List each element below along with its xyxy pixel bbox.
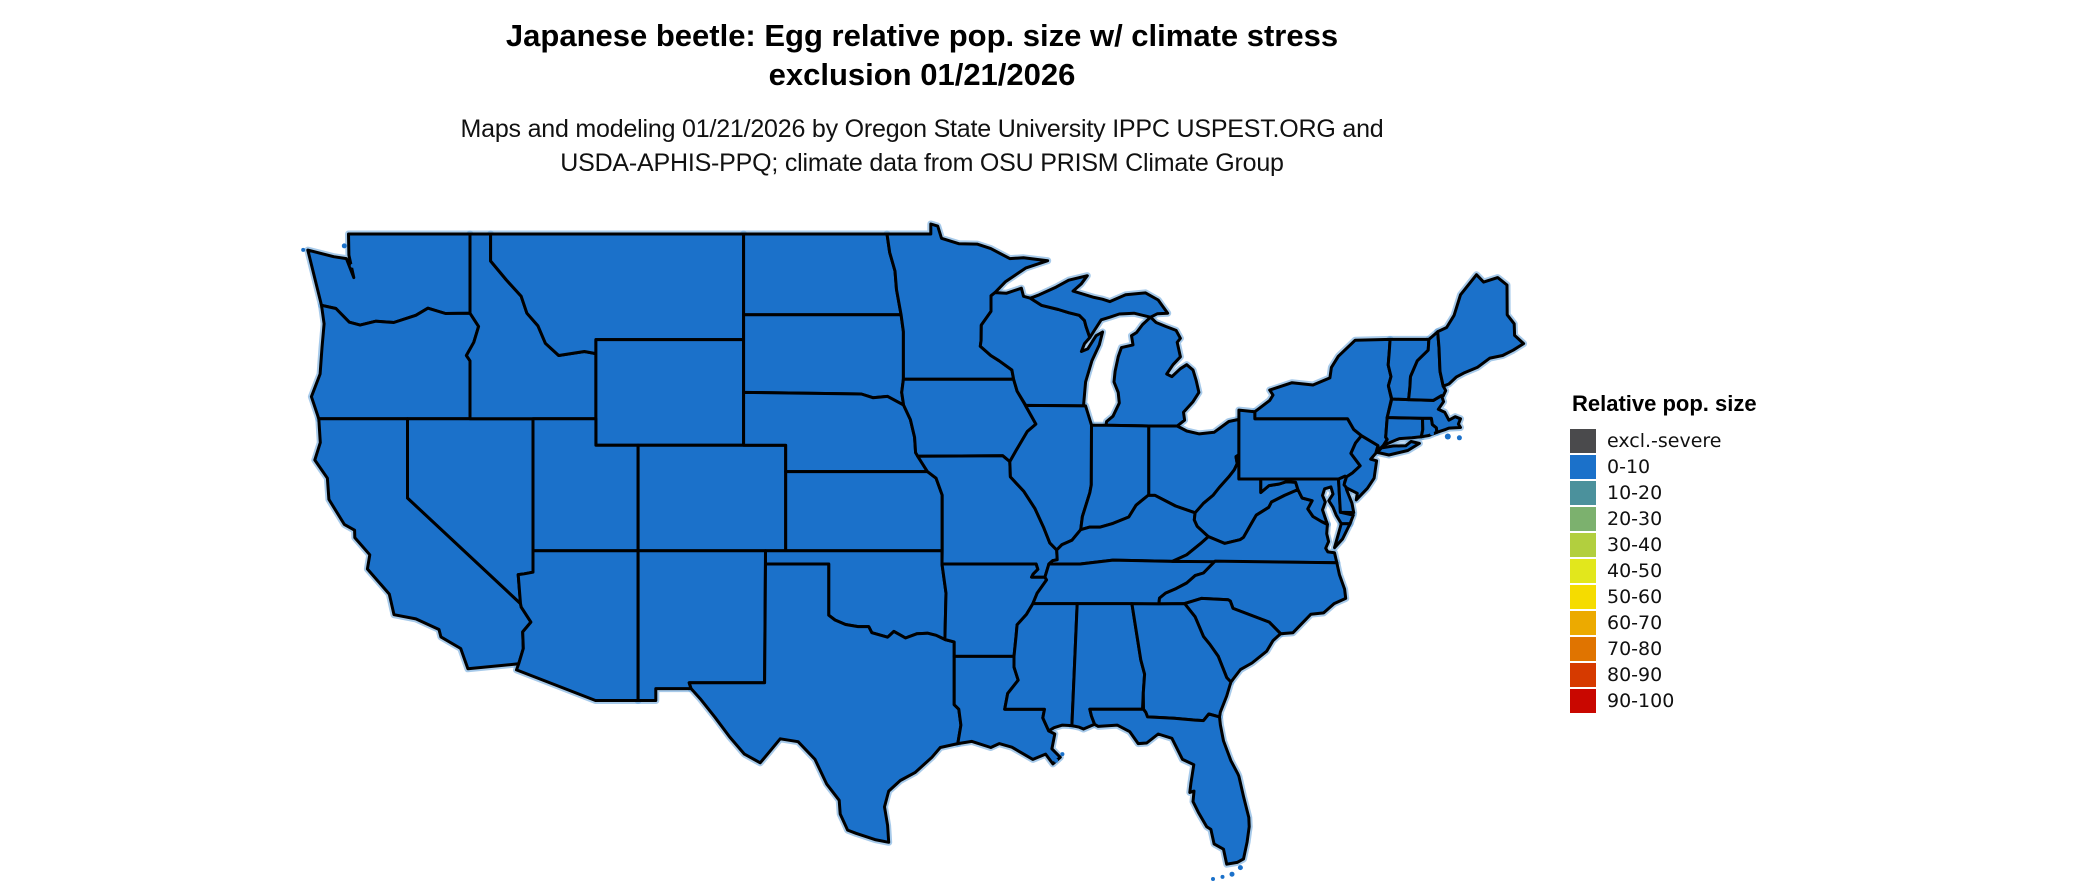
state-tx (687, 562, 963, 844)
island-speckle-1 (1220, 874, 1225, 879)
legend-swatch (1570, 663, 1596, 687)
state-ks (784, 470, 944, 553)
legend-label: 40-50 (1607, 560, 1663, 582)
legend-swatch (1570, 481, 1596, 505)
state-ms (1003, 602, 1079, 733)
state-az (515, 549, 640, 702)
legend-items: excl.-severe 0-10 10-20 20-30 30-40 40-50 50-6… (1570, 429, 1757, 715)
legend-item-40-50: 40-50 (1570, 559, 1757, 583)
map-title-line2: exclusion 01/21/2026 (768, 57, 1076, 92)
island-speckle-0 (1211, 877, 1215, 881)
island-speckle-8 (341, 243, 347, 249)
state-nd (742, 232, 903, 317)
state-me (1436, 273, 1526, 388)
legend-label: 60-70 (1607, 612, 1663, 634)
legend-swatch (1570, 533, 1596, 557)
legend-label: 0-10 (1607, 456, 1651, 478)
legend-item-30-40: 30-40 (1570, 533, 1757, 557)
state-md (1259, 477, 1355, 526)
island-speckle-7 (301, 247, 306, 252)
state-co (636, 443, 788, 553)
legend-swatch (1570, 689, 1596, 713)
legend-label: 90-100 (1607, 690, 1675, 712)
map-subtitle-line1: Maps and modeling 01/21/2026 by Oregon S… (460, 115, 1384, 143)
legend-item-80-90: 80-90 (1570, 663, 1757, 687)
legend-label: 20-30 (1607, 508, 1663, 530)
legend-swatch (1570, 585, 1596, 609)
legend-swatch (1570, 559, 1596, 583)
state-or (309, 303, 481, 421)
legend-item-70-80: 70-80 (1570, 637, 1757, 661)
legend-label: 10-20 (1607, 482, 1663, 504)
legend-item-0-10: 0-10 (1570, 455, 1757, 479)
island-speckle-10 (1054, 758, 1059, 763)
map-title-line1: Japanese beetle: Egg relative pop. size … (505, 18, 1339, 53)
legend-swatch (1570, 455, 1596, 479)
legend-swatch (1570, 507, 1596, 531)
legend-swatch (1570, 611, 1596, 635)
island-speckle-5 (1456, 435, 1462, 441)
state-pa (1237, 408, 1363, 481)
state-longisland (1375, 440, 1421, 457)
map-subtitle: Maps and modeling 01/21/2026 by Oregon S… (0, 112, 1844, 180)
legend: Relative pop. size excl.-severe 0-10 10-20… (1570, 391, 1757, 715)
island-speckle-9 (350, 263, 355, 268)
legend-title: Relative pop. size (1572, 391, 1757, 416)
island-speckle-3 (1237, 865, 1243, 871)
state-milp (1104, 315, 1201, 428)
legend-label: 30-40 (1607, 534, 1663, 556)
legend-label: 70-80 (1607, 638, 1663, 660)
island-speckle-6 (1430, 431, 1434, 436)
legend-swatch (1570, 429, 1596, 453)
legend-item-60-70: 60-70 (1570, 611, 1757, 635)
state-wy (594, 338, 746, 447)
state-miup (1028, 274, 1170, 339)
state-nm (636, 549, 767, 702)
island-speckle-4 (1444, 433, 1451, 440)
legend-swatch (1570, 637, 1596, 661)
island-speckle-2 (1229, 871, 1235, 877)
map-title: Japanese beetle: Egg relative pop. size … (0, 16, 1844, 94)
legend-label: 80-90 (1607, 664, 1663, 686)
island-speckle-11 (1060, 752, 1065, 757)
legend-label: excl.-severe (1607, 430, 1722, 452)
legend-item-50-60: 50-60 (1570, 585, 1757, 609)
legend-item-90-100: 90-100 (1570, 689, 1757, 713)
state-nj (1342, 434, 1380, 502)
legend-item-20-30: 20-30 (1570, 507, 1757, 531)
legend-item-excl-severe: excl.-severe (1570, 429, 1757, 453)
map-subtitle-line2: USDA-APHIS-PPQ; climate data from OSU PR… (560, 149, 1284, 177)
legend-label: 50-60 (1607, 586, 1663, 608)
legend-item-10-20: 10-20 (1570, 481, 1757, 505)
state-fl (1088, 707, 1251, 866)
